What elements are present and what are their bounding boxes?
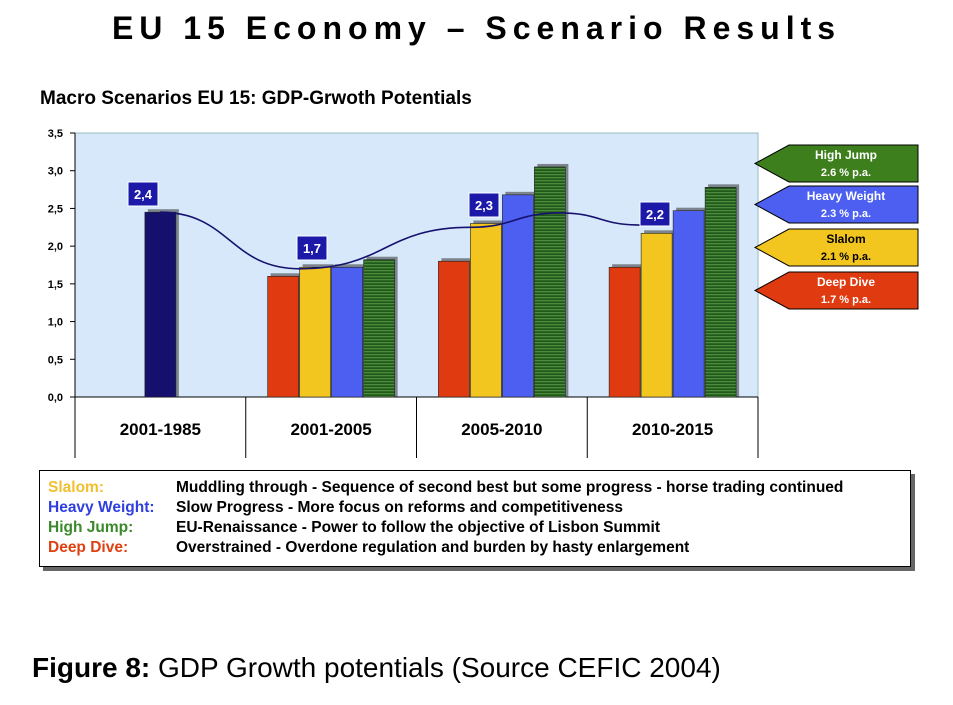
legend-name: High Jump: bbox=[48, 519, 134, 536]
bar-heavy-weight bbox=[331, 266, 363, 398]
legend-name: Deep Dive: bbox=[48, 539, 129, 556]
legend-row-deep-dive: Deep Dive: Overstrained - Overdone regula… bbox=[48, 539, 689, 557]
trend-label-box bbox=[468, 192, 500, 218]
scenario-arrow bbox=[753, 271, 919, 310]
bar-slalom bbox=[640, 233, 673, 398]
legend-desc: EU-Renaissance - Power to follow the obj… bbox=[176, 519, 661, 536]
legend-name: Heavy Weight: bbox=[48, 499, 155, 516]
x-tick-label: 2005-2010 bbox=[461, 420, 542, 439]
legend-desc: Muddling through - Sequence of second be… bbox=[176, 479, 844, 496]
y-tick-label: 2,0 bbox=[48, 241, 63, 253]
scenario-rate: 2.3 % p.a. bbox=[821, 208, 871, 220]
scenario-rate: 2.6 % p.a. bbox=[821, 167, 871, 179]
bar-deep-dive bbox=[608, 266, 641, 398]
trend-label-box bbox=[639, 201, 671, 227]
legend-desc: Overstrained - Overdone regulation and b… bbox=[176, 539, 690, 556]
y-tick-label: 3,5 bbox=[48, 128, 63, 140]
scenario-rate: 2.1 % p.a. bbox=[821, 251, 871, 263]
legend-row-slalom: Slalom: Muddling through - Sequence of se… bbox=[48, 479, 843, 497]
scenario-name: High Jump bbox=[815, 148, 877, 162]
trend-label-box bbox=[127, 181, 159, 207]
page-title: EU 15 Economy – Scenario Results bbox=[111, 10, 842, 46]
y-tick-label: 1,0 bbox=[48, 317, 63, 329]
bar-high-jump bbox=[363, 259, 395, 398]
bar-deep-dive bbox=[267, 276, 299, 398]
legend-row-high-jump: High Jump: EU-Renaissance - Power to foll… bbox=[48, 519, 660, 537]
gdp-bar-chart: 0,0 0,5 1,0 1,5 2,0 2,5 3,0 3,5 2001-1985 2001-20… bbox=[48, 128, 919, 458]
caption-label: Figure 8: bbox=[32, 652, 151, 683]
trend-label: 2,3 bbox=[475, 198, 493, 213]
scenario-name: Heavy Weight bbox=[807, 189, 885, 203]
bar-heavy-weight bbox=[672, 210, 705, 398]
caption-text: GDP Growth potentials (Source CEFIC 2004… bbox=[150, 652, 721, 683]
y-tick-label: 0,5 bbox=[48, 354, 63, 366]
bar-high-jump bbox=[534, 166, 566, 398]
y-tick-label: 0,0 bbox=[48, 392, 63, 404]
y-tick-label: 2,5 bbox=[48, 203, 63, 215]
scenario-arrow bbox=[753, 144, 919, 183]
bar-slalom bbox=[470, 223, 502, 398]
legend-row-heavy-weight: Heavy Weight: Slow Progress - More focus … bbox=[48, 499, 623, 517]
trend-line bbox=[159, 211, 641, 270]
legend-name: Slalom: bbox=[48, 479, 104, 496]
x-tick-label: 2001-1985 bbox=[120, 420, 201, 439]
trend-label: 2,2 bbox=[646, 207, 664, 222]
scenario-name: Slalom bbox=[826, 232, 865, 246]
chart-title: Macro Scenarios EU 15: GDP-Grwoth Potent… bbox=[40, 88, 472, 109]
bar-heavy-weight bbox=[502, 194, 534, 398]
x-tick-label: 2001-2005 bbox=[290, 420, 371, 439]
y-tick-label: 1,5 bbox=[48, 279, 63, 291]
trend-label: 2,4 bbox=[134, 187, 153, 202]
y-tick-label: 3,0 bbox=[48, 166, 63, 178]
scenario-rate: 1.7 % p.a. bbox=[821, 294, 871, 306]
scenario-arrow bbox=[753, 228, 919, 267]
bar-slalom bbox=[299, 266, 331, 398]
bar-deep-dive bbox=[438, 260, 470, 398]
x-tick-label: 2010-2015 bbox=[632, 420, 713, 439]
scenario-legend: Slalom: Muddling through - Sequence of se… bbox=[39, 470, 911, 567]
bar-high-jump bbox=[704, 187, 737, 398]
bar-historical bbox=[144, 211, 177, 398]
trend-label-box bbox=[296, 235, 328, 261]
figure-caption: Figure 8: GDP Growth potentials (Source … bbox=[32, 652, 721, 684]
scenario-name: Deep Dive bbox=[817, 275, 875, 289]
legend-desc: Slow Progress - More focus on reforms an… bbox=[176, 499, 624, 516]
scenario-arrow bbox=[753, 185, 919, 224]
trend-label: 1,7 bbox=[303, 241, 321, 256]
